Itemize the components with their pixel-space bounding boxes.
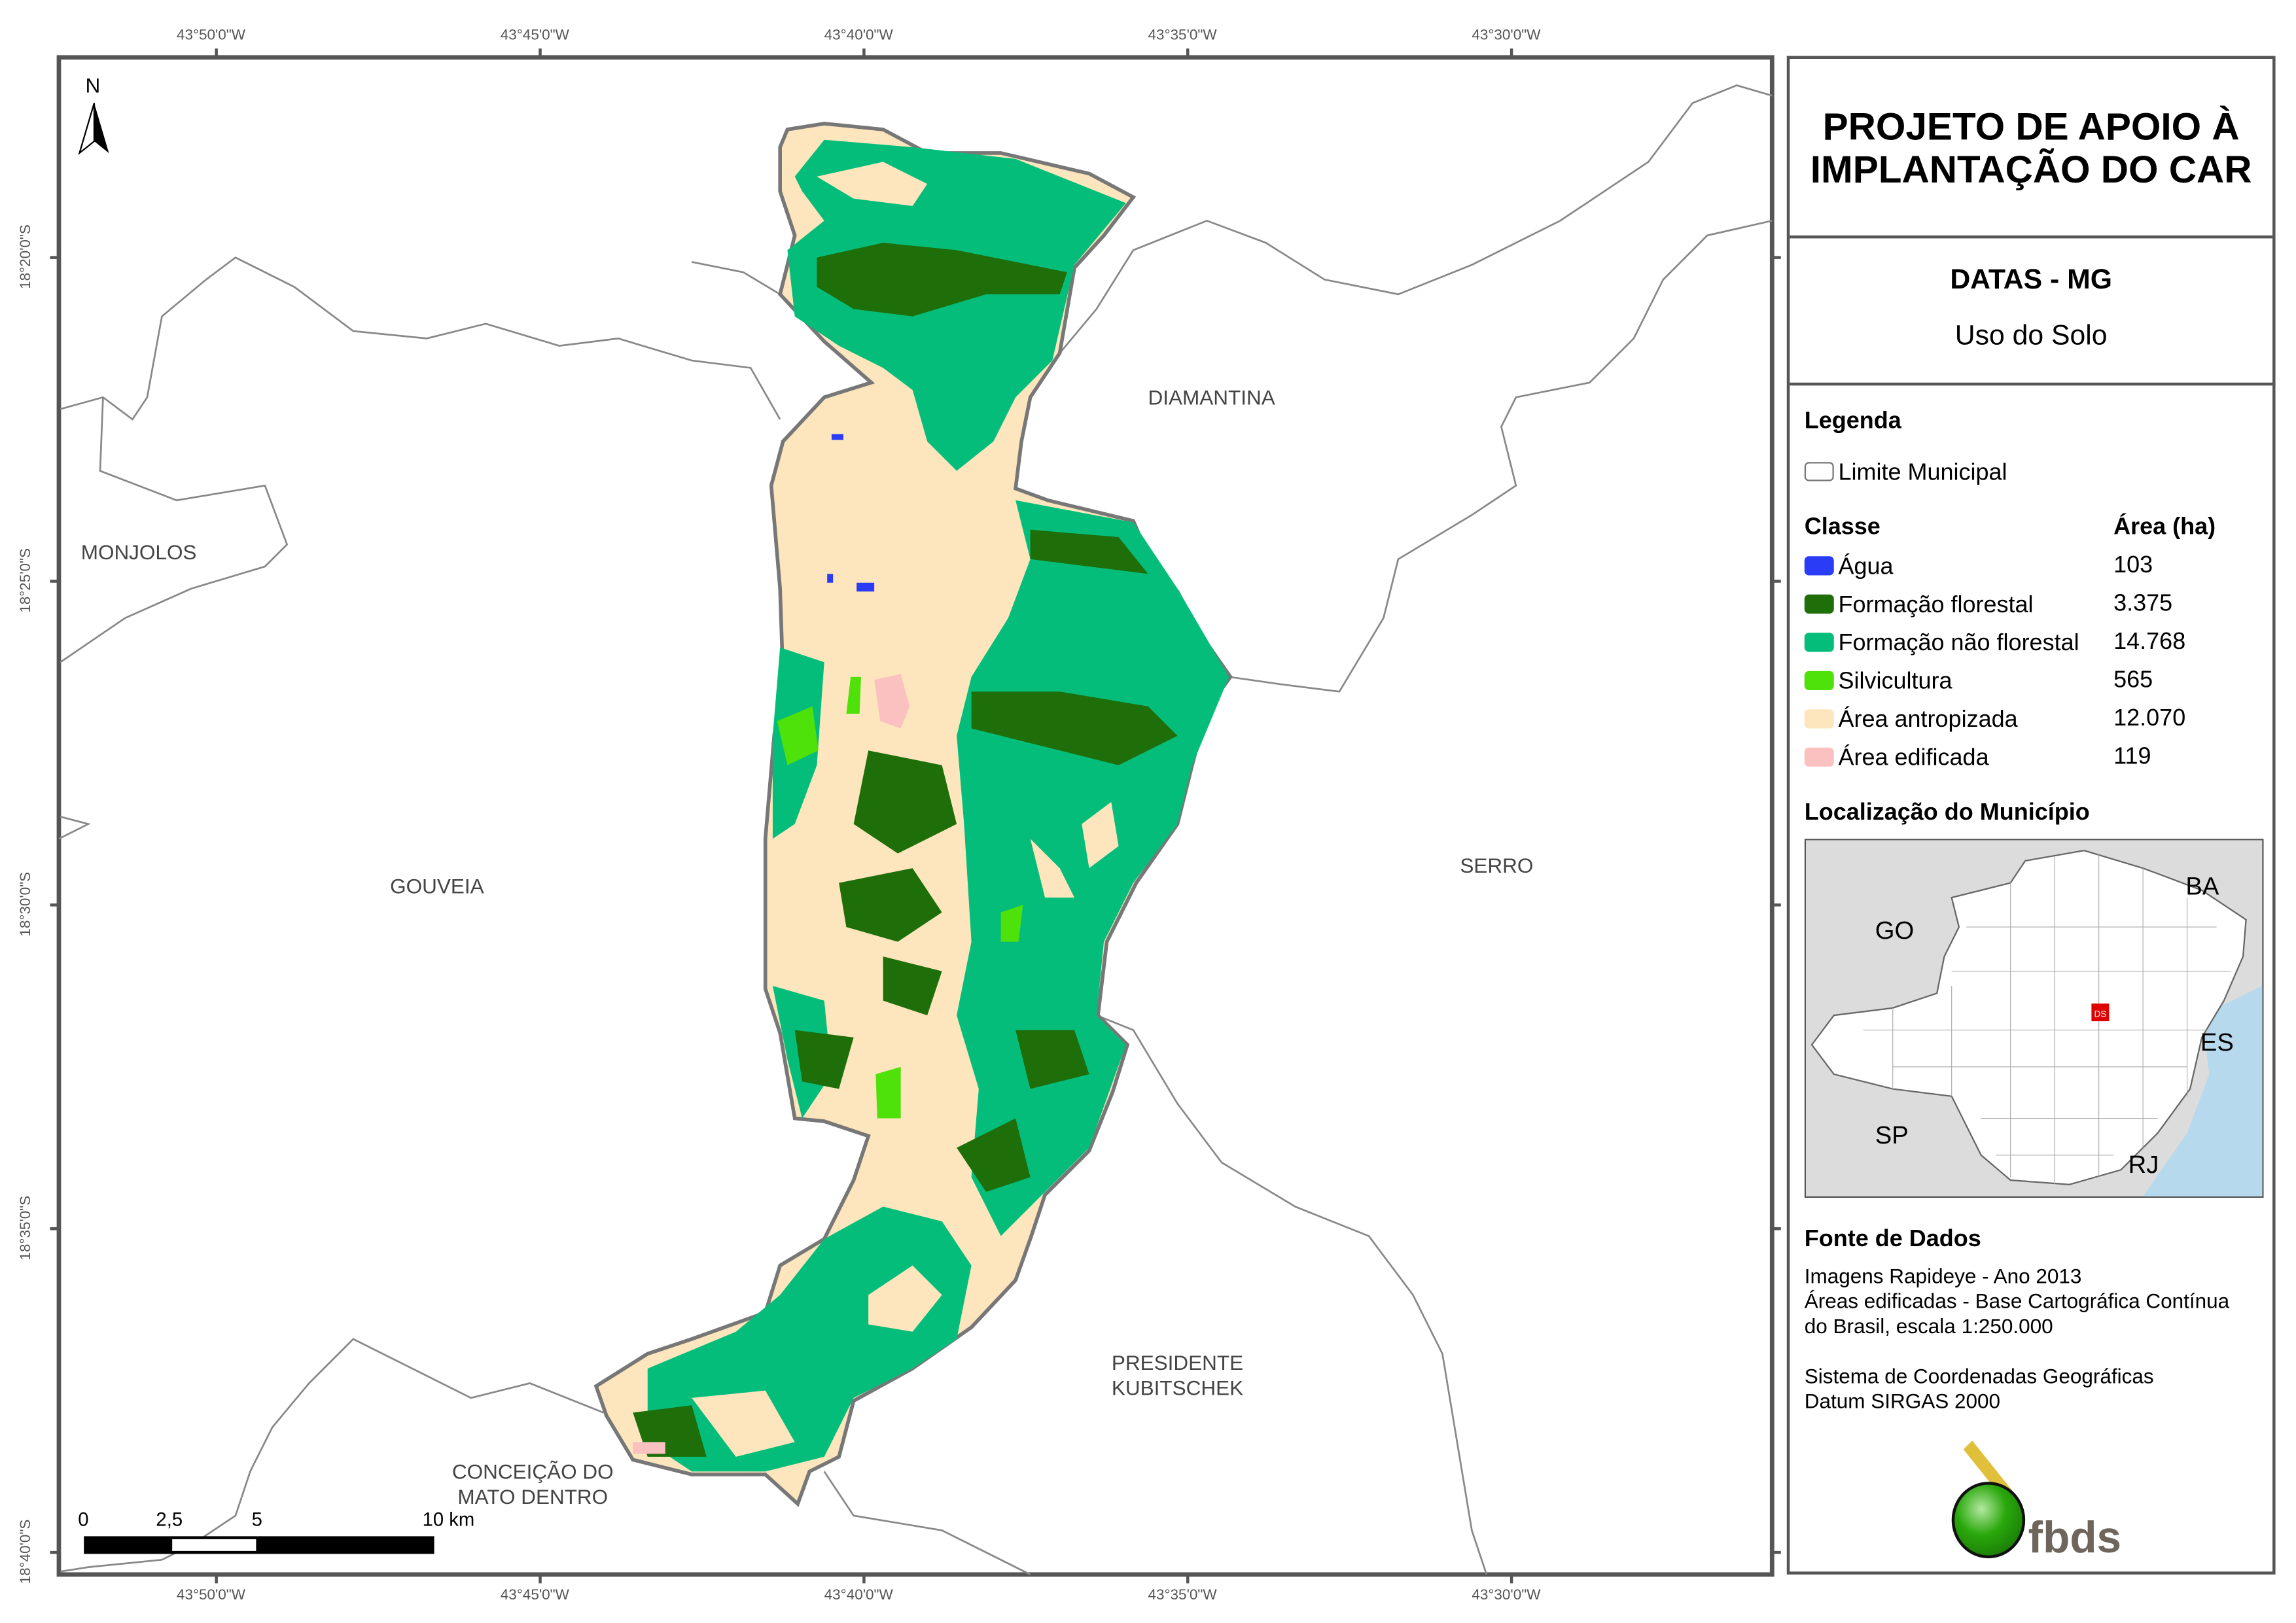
place-line: KUBITSCHEK xyxy=(1111,1376,1244,1400)
inset-label-ba: BA xyxy=(2185,873,2219,901)
lon-label: 43°40'0"W xyxy=(824,27,893,44)
place-presidente-kubitschek: PRESIDENTE KUBITSCHEK xyxy=(1104,1351,1251,1401)
place-gouveia: GOUVEIA xyxy=(390,874,484,898)
inset-label-go: GO xyxy=(1875,916,1914,945)
legend-title: Legenda xyxy=(1804,409,1901,434)
lon-label: 43°45'0"W xyxy=(500,27,569,44)
municipality-datas xyxy=(593,122,1233,1507)
lon-label: 43°50'0"W xyxy=(176,1588,246,1604)
north-label: N xyxy=(85,73,101,97)
scale-tick: 2,5 xyxy=(156,1508,183,1531)
legend-label: Limite Municipal xyxy=(1838,461,2007,486)
legend-class-row: Água xyxy=(1804,553,1894,583)
lon-label: 43°30'0"W xyxy=(1472,1588,1541,1604)
inset-marker: DS xyxy=(2094,1009,2107,1019)
sources-title: Fonte de Dados xyxy=(1804,1227,1981,1253)
source-line: Sistema de Coordenadas Geográficas xyxy=(1804,1364,2154,1388)
class-swatch xyxy=(1804,633,1834,652)
source-line: Áreas edificadas - Base Cartográfica Con… xyxy=(1804,1289,2230,1313)
class-area: 565 xyxy=(2113,668,2153,693)
sources-text: Imagens Rapideye - Ano 2013 Áreas edific… xyxy=(1805,1264,2229,1414)
source-line: Imagens Rapideye - Ano 2013 xyxy=(1804,1264,2082,1288)
municipality-name: DATAS - MG xyxy=(1950,264,2113,296)
title-line: PROJETO DE APOIO À xyxy=(1822,104,2240,149)
class-swatch xyxy=(1804,709,1834,729)
lon-label: 43°35'0"W xyxy=(1148,1588,1217,1604)
legend-class-row: Silvicultura xyxy=(1804,668,1952,697)
source-spacer xyxy=(1805,1339,2229,1364)
map-title: PROJETO DE APOIO À IMPLANTAÇÃO DO CAR xyxy=(1790,59,2272,191)
grid-ticks xyxy=(50,48,1781,1584)
class-label: Área edificada xyxy=(1838,746,1989,771)
class-swatch xyxy=(1804,747,1834,767)
scale-tick: 0 xyxy=(78,1508,89,1531)
class-label: Silvicultura xyxy=(1838,669,1952,695)
place-serro: SERRO xyxy=(1460,853,1534,877)
class-area: 3.375 xyxy=(2113,591,2173,617)
class-swatch xyxy=(1804,594,1834,614)
location-title: Localização do Município xyxy=(1804,800,2090,826)
class-label: Água xyxy=(1838,555,1894,580)
area-header: Área (ha) xyxy=(2113,515,2216,540)
logo-text: fbds xyxy=(2028,1513,2121,1562)
lat-label: 18°35'0"S xyxy=(18,1195,35,1261)
class-area: 103 xyxy=(2113,553,2153,579)
legend-class-row: Formação não florestal xyxy=(1804,630,2079,659)
legend-class-row: Formação florestal xyxy=(1804,591,2034,621)
class-label: Área antropizada xyxy=(1838,707,2018,733)
place-diamantina: DIAMANTINA xyxy=(1148,385,1275,410)
place-line: CONCEIÇÃO DO xyxy=(451,1459,614,1484)
legend-class-row: Área edificada xyxy=(1804,744,1989,774)
scale-tick: 5 xyxy=(251,1508,262,1531)
lon-label: 43°50'0"W xyxy=(176,27,246,44)
legend-class-row: Área antropizada xyxy=(1804,707,2018,736)
place-line: PRESIDENTE xyxy=(1111,1350,1244,1374)
source-line: Datum SIRGAS 2000 xyxy=(1804,1389,2001,1413)
legend-boundary: Limite Municipal xyxy=(1804,459,2007,489)
lat-label: 18°30'0"S xyxy=(18,871,35,937)
lon-label: 43°45'0"W xyxy=(500,1588,569,1604)
map-theme: Uso do Solo xyxy=(1954,321,2108,352)
class-label: Formação florestal xyxy=(1838,593,2034,618)
class-area: 119 xyxy=(2113,744,2151,770)
scale-bar xyxy=(84,1536,434,1554)
legend-panel: PROJETO DE APOIO À IMPLANTAÇÃO DO CAR DAT… xyxy=(1786,56,2276,1575)
inset-label-sp: SP xyxy=(1875,1121,1909,1149)
lat-label: 18°20'0"S xyxy=(18,224,35,289)
place-line: MATO DENTRO xyxy=(457,1484,609,1509)
lon-label: 43°40'0"W xyxy=(824,1588,893,1604)
class-area: 14.768 xyxy=(2113,629,2186,655)
lon-label: 43°30'0"W xyxy=(1472,27,1541,44)
class-area: 12.070 xyxy=(2113,706,2186,731)
lon-label: 43°35'0"W xyxy=(1148,27,1217,44)
class-swatch xyxy=(1804,556,1834,576)
fbds-logo: fbds xyxy=(1951,1440,2121,1562)
inset-label-rj: RJ xyxy=(2128,1151,2159,1179)
inset-label-es: ES xyxy=(2200,1028,2234,1056)
subtitle-block: DATAS - MG Uso do Solo xyxy=(1790,238,2273,386)
place-conceicao-do-mato-dentro: CONCEIÇÃO DO MATO DENTRO xyxy=(444,1459,621,1509)
class-swatch xyxy=(1804,671,1834,690)
lat-label: 18°25'0"S xyxy=(18,548,35,613)
lat-label: 18°40'0"S xyxy=(18,1519,35,1584)
title-line: IMPLANTAÇÃO DO CAR xyxy=(1810,147,2252,192)
place-monjolos: MONJOLOS xyxy=(80,540,197,564)
municipal-boundaries xyxy=(58,84,1773,1576)
location-inset-map: DS GO BA ES SP RJ xyxy=(1804,839,2264,1198)
class-label: Formação não florestal xyxy=(1838,631,2079,657)
title-block: PROJETO DE APOIO À IMPLANTAÇÃO DO CAR xyxy=(1790,59,2273,239)
source-line: do Brasil, escala 1:250.000 xyxy=(1804,1314,2053,1338)
class-header: Classe xyxy=(1804,515,1881,540)
boundary-swatch xyxy=(1804,462,1834,481)
scale-tick: 10 km xyxy=(422,1508,475,1531)
